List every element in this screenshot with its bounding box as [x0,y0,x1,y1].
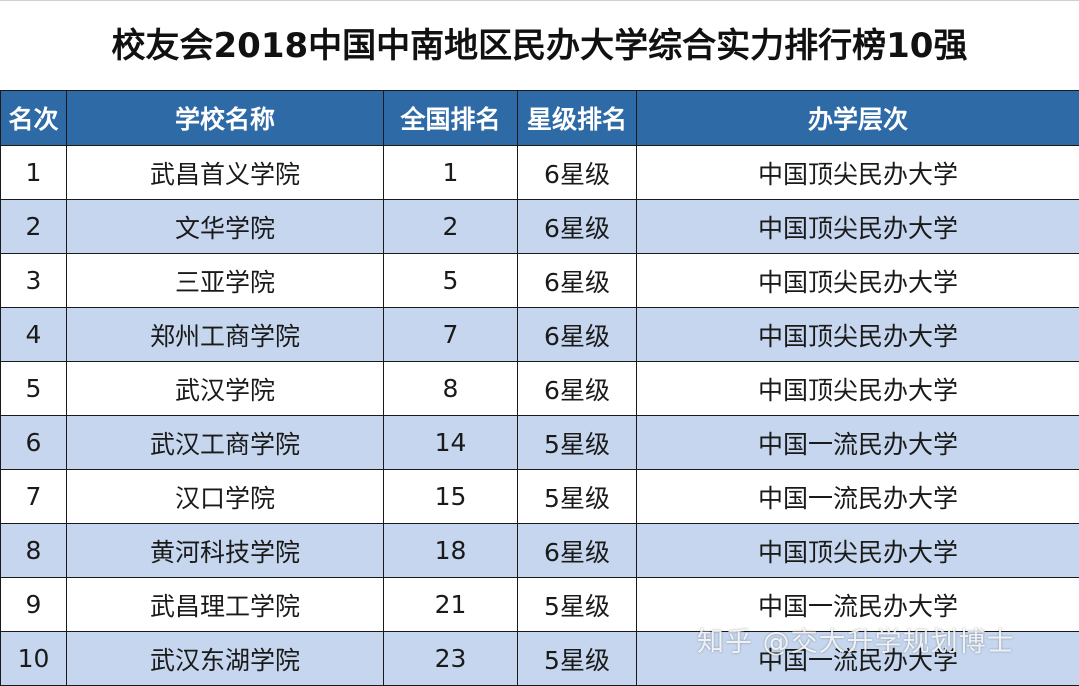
cell-school-level: 中国顶尖民办大学 [637,524,1079,578]
cell-star-rating: 6星级 [518,524,637,578]
table-row: 8 黄河科技学院 18 6星级 中国顶尖民办大学 [1,524,1079,578]
cell-school-name: 郑州工商学院 [67,308,384,362]
cell-rank: 7 [1,470,67,524]
cell-national-rank: 21 [384,578,518,632]
cell-school-name: 武汉学院 [67,362,384,416]
cell-national-rank: 23 [384,632,518,686]
cell-school-level: 中国顶尖民办大学 [637,254,1079,308]
cell-school-level: 中国一流民办大学 [637,416,1079,470]
table-row: 5 武汉学院 8 6星级 中国顶尖民办大学 [1,362,1079,416]
cell-star-rating: 6星级 [518,146,637,200]
cell-school-level: 中国顶尖民办大学 [637,362,1079,416]
cell-star-rating: 5星级 [518,416,637,470]
cell-school-name: 武昌理工学院 [67,578,384,632]
cell-national-rank: 18 [384,524,518,578]
cell-rank: 4 [1,308,67,362]
cell-school-name: 武汉工商学院 [67,416,384,470]
cell-school-level: 中国一流民办大学 [637,470,1079,524]
cell-national-rank: 8 [384,362,518,416]
cell-school-name: 汉口学院 [67,470,384,524]
table-row: 6 武汉工商学院 14 5星级 中国一流民办大学 [1,416,1079,470]
cell-star-rating: 6星级 [518,362,637,416]
cell-star-rating: 6星级 [518,200,637,254]
cell-star-rating: 5星级 [518,632,637,686]
ranking-table: 名次 学校名称 全国排名 星级排名 办学层次 1 武昌首义学院 1 6星级 中国… [0,90,1079,686]
cell-rank: 10 [1,632,67,686]
table-header-row: 名次 学校名称 全国排名 星级排名 办学层次 [1,91,1079,146]
cell-star-rating: 5星级 [518,578,637,632]
cell-school-level: 中国顶尖民办大学 [637,200,1079,254]
header-national-rank: 全国排名 [384,91,518,146]
cell-national-rank: 1 [384,146,518,200]
cell-star-rating: 6星级 [518,308,637,362]
cell-national-rank: 15 [384,470,518,524]
table-row: 1 武昌首义学院 1 6星级 中国顶尖民办大学 [1,146,1079,200]
cell-school-level: 中国顶尖民办大学 [637,146,1079,200]
cell-school-name: 黄河科技学院 [67,524,384,578]
cell-national-rank: 7 [384,308,518,362]
cell-star-rating: 6星级 [518,254,637,308]
cell-rank: 5 [1,362,67,416]
page-title: 校友会2018中国中南地区民办大学综合实力排行榜10强 [0,0,1079,90]
cell-national-rank: 14 [384,416,518,470]
header-school-name: 学校名称 [67,91,384,146]
cell-rank: 1 [1,146,67,200]
cell-star-rating: 5星级 [518,470,637,524]
header-rank: 名次 [1,91,67,146]
cell-national-rank: 5 [384,254,518,308]
cell-school-name: 武昌首义学院 [67,146,384,200]
cell-school-name: 三亚学院 [67,254,384,308]
cell-school-name: 文华学院 [67,200,384,254]
watermark: 知乎 @交大升学规划博士 [697,620,1015,659]
table-row: 3 三亚学院 5 6星级 中国顶尖民办大学 [1,254,1079,308]
table-row: 2 文华学院 2 6星级 中国顶尖民办大学 [1,200,1079,254]
cell-rank: 2 [1,200,67,254]
cell-rank: 3 [1,254,67,308]
cell-national-rank: 2 [384,200,518,254]
header-school-level: 办学层次 [637,91,1079,146]
cell-school-level: 中国顶尖民办大学 [637,308,1079,362]
cell-rank: 8 [1,524,67,578]
cell-school-name: 武汉东湖学院 [67,632,384,686]
header-star-rating: 星级排名 [518,91,637,146]
table-row: 4 郑州工商学院 7 6星级 中国顶尖民办大学 [1,308,1079,362]
table-row: 7 汉口学院 15 5星级 中国一流民办大学 [1,470,1079,524]
cell-rank: 9 [1,578,67,632]
cell-rank: 6 [1,416,67,470]
